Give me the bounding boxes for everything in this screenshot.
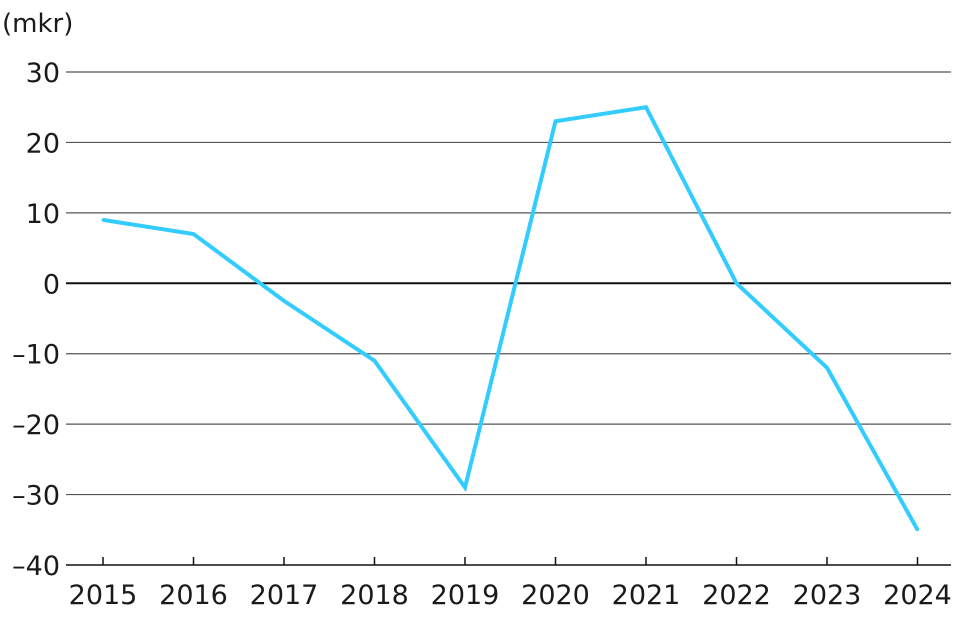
data-point [644,105,648,109]
y-tick-label: 20 [26,128,60,159]
data-point [735,281,738,285]
x-tick-label: 2022 [702,580,771,611]
data-point [373,359,376,363]
x-tick-label: 2023 [793,580,862,611]
y-tick-label: 0 [43,269,60,300]
series-layer [101,105,920,532]
x-tick-label: 2021 [612,580,681,611]
data-point [463,486,467,490]
data-point [101,218,105,222]
y-axis-unit-label: (mkr) [2,9,73,39]
x-tick-label: 2024 [883,580,952,611]
x-tick-label: 2018 [340,580,409,611]
x-tick-label: 2015 [69,580,138,611]
series-line-0 [102,105,920,531]
y-tick-label: 30 [26,58,60,89]
data-point [554,119,557,123]
x-axis-ticks: 2015 2016 2017 2018 2019 2020 2021 2022 2023 2024 [69,557,952,611]
x-tick-label: 2019 [431,580,500,611]
y-tick-label: –10 [12,340,60,371]
data-point [282,299,286,303]
y-tick-label: 10 [26,199,60,230]
grid-lines [66,71,951,566]
data-point [192,232,195,236]
data-point [825,366,829,370]
data-point [916,528,919,532]
x-tick-label: 2020 [521,580,590,611]
y-tick-label: –30 [12,481,60,512]
y-tick-label: –20 [12,410,60,441]
y-axis-tick-labels: 30 20 10 0 –10 –20 –30 –40 [12,58,60,582]
x-tick-label: 2016 [159,580,228,611]
y-tick-label: –40 [12,551,60,582]
x-tick-label: 2017 [250,580,319,611]
